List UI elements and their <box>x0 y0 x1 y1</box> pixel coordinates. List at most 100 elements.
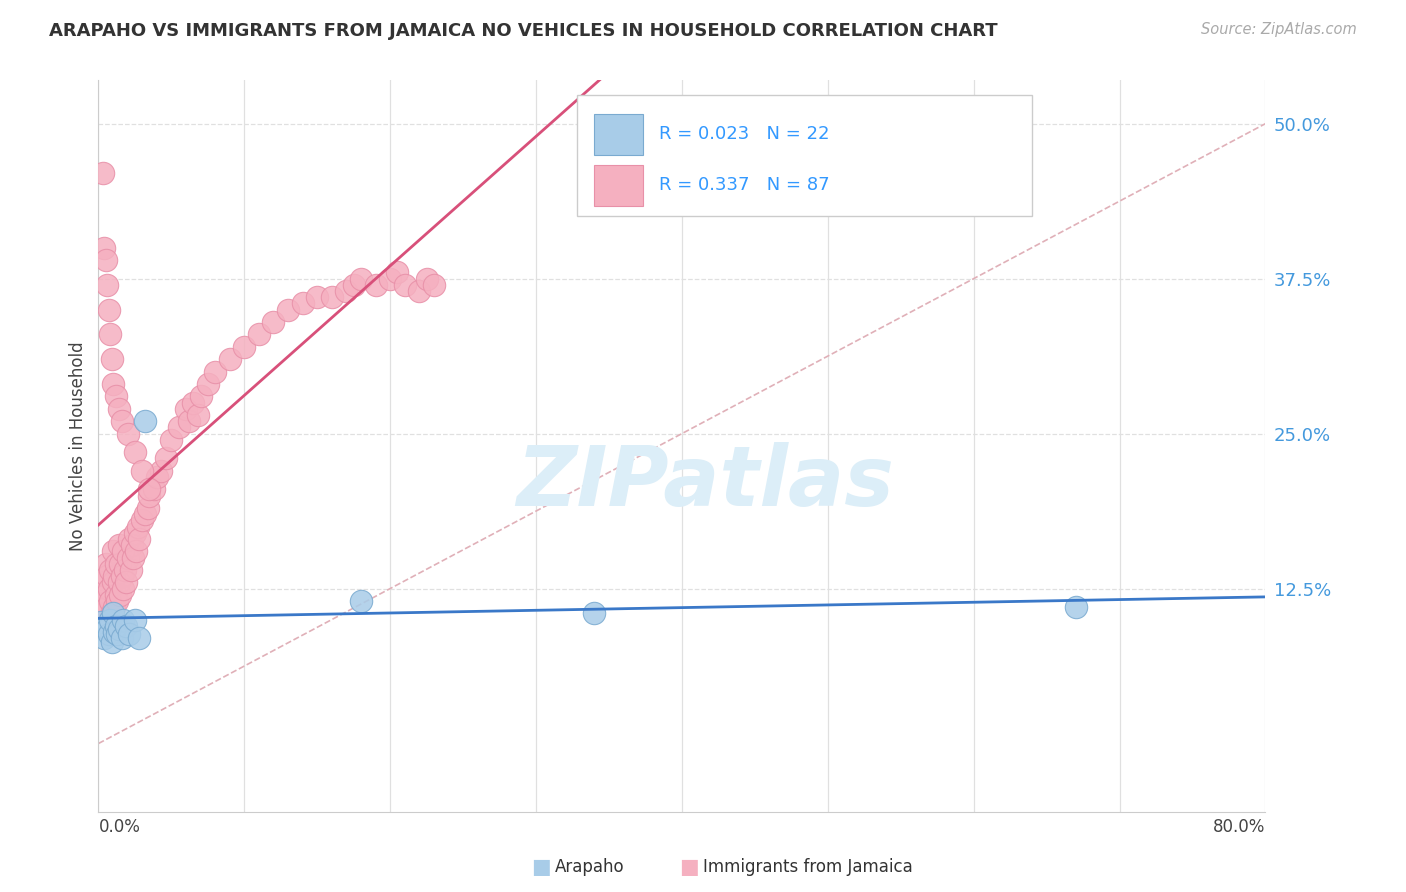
Point <box>98 327 121 342</box>
Point <box>150 464 173 478</box>
Point <box>108 575 131 590</box>
Point <box>350 271 373 285</box>
Point <box>423 277 446 292</box>
Point <box>96 569 118 583</box>
Point <box>103 569 125 583</box>
Point <box>101 607 124 621</box>
Point <box>112 544 135 558</box>
Point <box>262 315 284 329</box>
Point <box>167 420 190 434</box>
Point <box>394 277 416 292</box>
Point <box>93 241 115 255</box>
Point <box>233 340 256 354</box>
Point <box>104 557 127 571</box>
Point <box>104 389 127 403</box>
Point <box>100 352 122 367</box>
Point <box>177 414 200 428</box>
Point <box>94 619 117 633</box>
Point <box>134 507 156 521</box>
Point <box>111 414 134 428</box>
Point <box>350 594 373 608</box>
Point <box>118 532 141 546</box>
Point <box>197 377 219 392</box>
Point <box>94 557 117 571</box>
Point <box>104 619 127 633</box>
Point <box>101 377 124 392</box>
Point <box>146 470 169 484</box>
Point <box>90 615 112 629</box>
Point <box>100 607 122 621</box>
Point <box>98 563 121 577</box>
Point <box>174 401 197 416</box>
Point <box>115 575 138 590</box>
Point <box>112 613 135 627</box>
Text: ZIPatlas: ZIPatlas <box>516 442 894 523</box>
Text: 0.0%: 0.0% <box>98 818 141 836</box>
Point <box>98 613 121 627</box>
Point <box>117 550 139 565</box>
Point <box>114 563 136 577</box>
Point <box>108 538 131 552</box>
Point <box>142 483 165 497</box>
Point <box>110 588 132 602</box>
Text: R = 0.023   N = 22: R = 0.023 N = 22 <box>658 125 830 143</box>
Point <box>121 538 143 552</box>
Point <box>97 613 120 627</box>
Point <box>100 635 122 649</box>
Point <box>101 575 124 590</box>
Point <box>408 284 430 298</box>
Text: ■: ■ <box>679 857 699 877</box>
Point <box>155 451 177 466</box>
FancyBboxPatch shape <box>595 165 644 206</box>
Point <box>131 464 153 478</box>
Point <box>108 401 131 416</box>
Point <box>277 302 299 317</box>
Point <box>90 594 112 608</box>
Point <box>190 389 212 403</box>
Text: Arapaho: Arapaho <box>555 858 626 876</box>
Point <box>128 532 150 546</box>
Point <box>96 277 118 292</box>
Point <box>97 627 120 641</box>
Point <box>110 557 132 571</box>
Point <box>91 575 114 590</box>
Point <box>103 624 125 639</box>
Point <box>131 513 153 527</box>
FancyBboxPatch shape <box>595 114 644 155</box>
Point <box>115 619 138 633</box>
Point <box>291 296 314 310</box>
Point <box>125 544 148 558</box>
Point <box>128 631 150 645</box>
Point <box>415 271 437 285</box>
Point <box>204 365 226 379</box>
Point <box>160 433 183 447</box>
Point <box>97 302 120 317</box>
Point <box>124 445 146 459</box>
Point <box>122 550 145 565</box>
Point <box>187 408 209 422</box>
Point <box>94 253 117 268</box>
Point <box>307 290 329 304</box>
Point <box>387 265 409 279</box>
Point <box>138 483 160 497</box>
Point <box>98 594 121 608</box>
Point <box>127 519 149 533</box>
Point <box>108 623 131 637</box>
Point <box>120 563 142 577</box>
Point <box>96 600 118 615</box>
Text: Source: ZipAtlas.com: Source: ZipAtlas.com <box>1201 22 1357 37</box>
Point <box>124 525 146 540</box>
Point <box>112 582 135 596</box>
FancyBboxPatch shape <box>576 95 1032 216</box>
Point <box>335 284 357 298</box>
Point <box>93 631 115 645</box>
Text: 80.0%: 80.0% <box>1213 818 1265 836</box>
Point <box>134 414 156 428</box>
Text: R = 0.337   N = 87: R = 0.337 N = 87 <box>658 176 830 194</box>
Point <box>380 271 402 285</box>
Point <box>138 489 160 503</box>
Point <box>91 166 114 180</box>
Point <box>93 607 115 621</box>
Point <box>111 569 134 583</box>
Point <box>97 582 120 596</box>
